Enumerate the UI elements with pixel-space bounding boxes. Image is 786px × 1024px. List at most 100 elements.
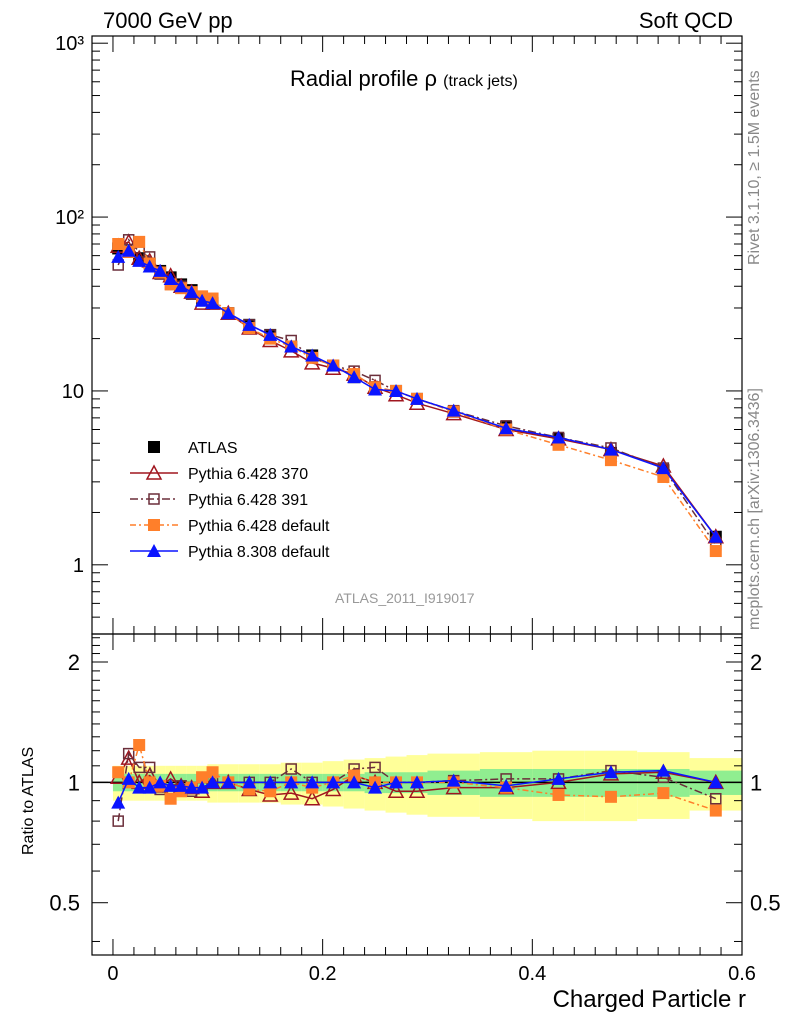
ratio-point-pythia-6-428-391 — [710, 792, 722, 805]
ratio-point-pythia-6-428-default — [604, 790, 617, 803]
x-axis-label: Charged Particle r — [552, 986, 746, 1013]
ratio-point-pythia-8-308-default — [195, 780, 210, 794]
main-point-pythia-8-308-default — [121, 243, 136, 257]
ratio-point-pythia-6-428-default — [112, 766, 125, 779]
ratio-tick-label-right: 0.5 — [750, 891, 781, 916]
ratio-point-pythia-6-428-370 — [303, 790, 321, 806]
ratio-point-pythia-8-308-default — [221, 775, 236, 789]
main-point-pythia-6-428-default — [133, 235, 146, 248]
ratio-point-pythia-8-308-default — [326, 775, 341, 789]
title-suffix: (track jets) — [443, 73, 518, 90]
ratio-tick-label: 0.5 — [49, 891, 80, 916]
ratio-point-pythia-6-428-370 — [324, 780, 342, 797]
legend-marker — [148, 441, 160, 453]
ratio-point-pythia-8-308-default — [163, 778, 178, 792]
main-point-pythia-8-308-default — [163, 272, 178, 286]
main-point-pythia-8-308-default — [368, 382, 383, 396]
main-point-pythia-8-308-default — [284, 339, 299, 353]
ratio-point-pythia-8-308-default — [551, 771, 566, 785]
y-tick-label: 1 — [73, 555, 84, 577]
main-point-pythia-8-308-default — [174, 279, 189, 293]
ratio-point-pythia-6-428-370 — [408, 782, 426, 799]
legend-label: Pythia 6.428 391 — [188, 492, 308, 509]
main-point-pythia-8-308-default — [242, 317, 257, 331]
y-tick-label: 10 — [62, 381, 84, 403]
ratio-point-pythia-6-428-default — [552, 788, 565, 801]
ratio-point-pythia-8-308-default — [121, 771, 136, 785]
main-point-pythia-8-308-default — [708, 529, 723, 543]
ratio-point-pythia-8-308-default — [389, 775, 404, 789]
main-point-pythia-8-308-default — [389, 383, 404, 397]
chart-title: Radial profile ρ (track jets) — [290, 66, 518, 92]
ratio-point-pythia-8-308-default — [368, 780, 383, 794]
legend-label: ATLAS — [188, 440, 238, 457]
header-left: 7000 GeV pp — [103, 8, 233, 33]
main-point-pythia-8-308-default — [499, 421, 514, 435]
main-point-pythia-8-308-default — [603, 442, 618, 456]
legend-label: Pythia 6.428 370 — [188, 466, 308, 483]
ratio-point-pythia-8-308-default — [499, 778, 514, 792]
ratio-point-pythia-8-308-default — [153, 775, 168, 789]
x-tick-label: 0 — [107, 963, 118, 985]
legend: ATLAS Pythia 6.428 370 Pythia 6.428 391 Pyt… — [130, 440, 330, 561]
main-point-pythia-8-308-default — [221, 306, 236, 320]
ratio-point-pythia-8-308-default — [205, 775, 220, 789]
ratio-series-pythia-8-308-default — [111, 763, 723, 809]
rivet-label: Rivet 3.1.10, ≥ 1.5M events — [746, 70, 763, 265]
main-point-pythia-6-428-default — [709, 545, 722, 558]
ratio-tick-label: 2 — [68, 650, 80, 675]
ratio-point-pythia-8-308-default — [708, 775, 723, 789]
mcplots-label: mcplots.cern.ch [arXiv:1306.3436] — [746, 388, 763, 630]
header-right: Soft QCD — [638, 8, 733, 33]
legend-label: Pythia 8.308 default — [188, 544, 330, 561]
main-point-pythia-8-308-default — [142, 259, 157, 273]
ratio-tick-label: 1 — [68, 770, 80, 795]
main-line-pythia-6-428-391 — [117, 238, 717, 546]
ratio-point-pythia-6-428-391 — [369, 761, 381, 774]
main-point-pythia-8-308-default — [195, 293, 210, 307]
main-point-pythia-8-308-default — [263, 327, 278, 341]
ratio-tick-label-right: 2 — [750, 650, 762, 675]
main-point-pythia-8-308-default — [184, 285, 199, 299]
ratio-line-pythia-6-428-391 — [117, 751, 717, 822]
ratio-point-pythia-8-308-default — [446, 773, 461, 787]
ratio-point-pythia-8-308-default — [603, 765, 618, 779]
ratio-ylabel: Ratio to ATLAS — [20, 746, 37, 855]
title-main: Radial profile ρ — [290, 66, 438, 91]
y-tick-label: 10³ — [55, 33, 84, 55]
ratio-point-pythia-8-308-default — [142, 780, 157, 794]
legend-marker — [148, 493, 160, 505]
x-tick-label: 0.4 — [518, 963, 546, 985]
ratio-point-pythia-6-428-391 — [112, 815, 124, 827]
legend-label: Pythia 6.428 default — [188, 518, 330, 535]
ratio-point-pythia-6-428-391 — [143, 761, 156, 774]
main-point-pythia-8-308-default — [205, 296, 220, 310]
legend-marker — [145, 464, 163, 480]
ratio-point-pythia-8-308-default — [111, 795, 126, 809]
ratio-point-pythia-6-428-370 — [120, 749, 137, 765]
main-point-pythia-8-308-default — [153, 263, 168, 277]
ratio-point-pythia-6-428-default — [133, 739, 146, 752]
ratio-frame — [91, 633, 743, 956]
main-point-pythia-8-308-default — [551, 430, 566, 444]
ratio-point-pythia-8-308-default — [347, 775, 362, 789]
analysis-watermark: ATLAS_2011_I919017 — [335, 590, 475, 606]
ratio-point-pythia-6-428-391 — [122, 747, 135, 760]
ratio-tick-label-right: 1 — [750, 770, 762, 795]
main-point-pythia-8-308-default — [132, 253, 147, 267]
legend-marker — [148, 519, 160, 531]
x-tick-label: 0.2 — [309, 963, 337, 985]
ratio-point-pythia-8-308-default — [174, 778, 189, 792]
ratio-point-pythia-8-308-default — [184, 780, 199, 794]
ratio-point-pythia-6-428-default — [657, 787, 670, 800]
main-point-pythia-8-308-default — [111, 249, 126, 263]
main-point-pythia-8-308-default — [326, 358, 341, 372]
main-point-pythia-8-308-default — [656, 461, 671, 475]
ratio-point-pythia-8-308-default — [242, 775, 257, 789]
ratio-point-pythia-6-428-370 — [282, 784, 300, 800]
main-point-pythia-8-308-default — [305, 348, 320, 362]
ratio-line-pythia-6-428-default — [117, 742, 717, 812]
x-tick-label: 0.6 — [728, 963, 756, 985]
ratio-point-pythia-8-308-default — [132, 780, 147, 794]
